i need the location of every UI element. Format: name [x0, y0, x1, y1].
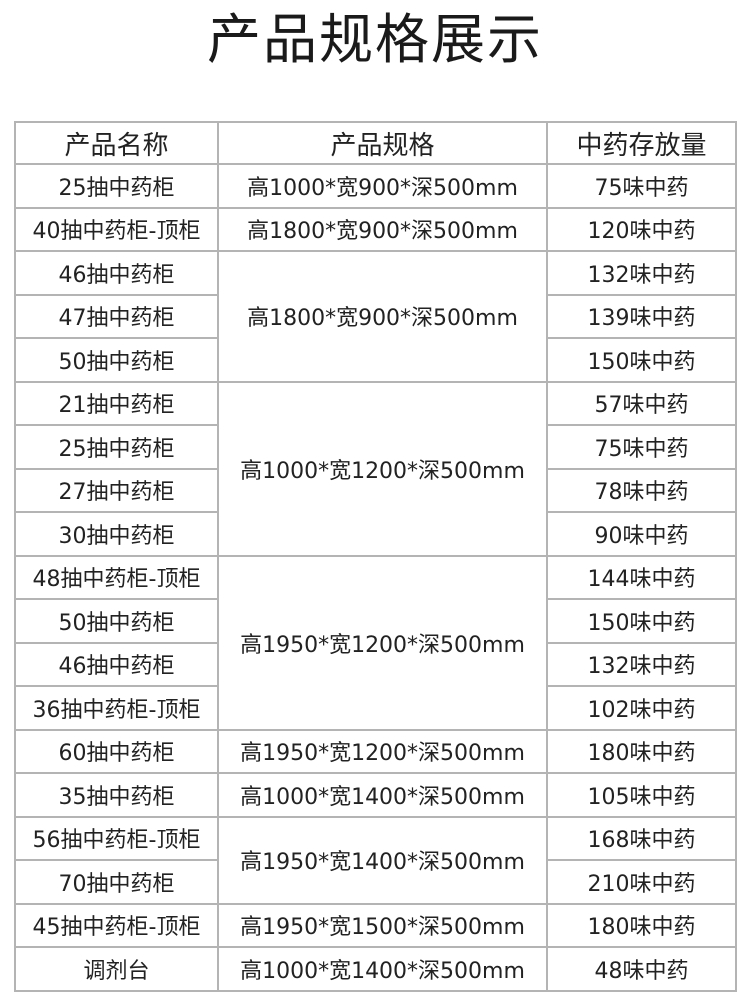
product-name-cell: 50抽中药柜 [14, 337, 219, 383]
capacity-cell: 75味中药 [546, 424, 737, 470]
product-name-cell: 60抽中药柜 [14, 728, 219, 774]
capacity-cell: 150味中药 [546, 598, 737, 644]
product-name-cell: 50抽中药柜 [14, 598, 219, 644]
capacity-cell: 132味中药 [546, 250, 737, 296]
spec-table: 产品名称 产品规格 中药存放量 25抽中药柜 高1000*宽900*深500mm 7… [14, 121, 737, 992]
table-row: 70抽中药柜 210味中药 [14, 859, 737, 905]
capacity-cell: 150味中药 [546, 337, 737, 383]
table-row: 25抽中药柜 75味中药 [14, 424, 737, 470]
product-spec-cell: 高1950*宽1500*深500mm [217, 902, 548, 948]
product-name-cell: 40抽中药柜-顶柜 [14, 206, 219, 252]
capacity-cell: 90味中药 [546, 511, 737, 557]
table-row: 56抽中药柜-顶柜 高1950*宽1400*深500mm 168味中药 [14, 815, 737, 905]
table-row: 47抽中药柜 139味中药 [14, 293, 737, 339]
product-name-cell: 21抽中药柜 [14, 380, 219, 426]
table-row: 46抽中药柜 高1800*宽900*深500mm 132味中药 [14, 250, 737, 383]
table-row: 40抽中药柜-顶柜 高1800*宽900*深500mm 120味中药 [14, 206, 737, 252]
page-title: 产品规格展示 [207, 8, 543, 71]
product-name-cell: 46抽中药柜 [14, 250, 219, 296]
product-spec-cell: 高1950*宽1400*深500mm [217, 815, 548, 905]
product-name-cell: 48抽中药柜-顶柜 [14, 554, 219, 600]
capacity-cell: 75味中药 [546, 163, 737, 209]
product-spec-cell: 高1800*宽900*深500mm [217, 206, 548, 252]
capacity-cell: 57味中药 [546, 380, 737, 426]
table-row: 50抽中药柜 150味中药 [14, 598, 737, 644]
table-row: 27抽中药柜 78味中药 [14, 467, 737, 513]
capacity-cell: 120味中药 [546, 206, 737, 252]
capacity-cell: 78味中药 [546, 467, 737, 513]
table-row: 21抽中药柜 高1000*宽1200*深500mm 57味中药 [14, 380, 737, 557]
table-row: 25抽中药柜 高1000*宽900*深500mm 75味中药 [14, 163, 737, 209]
table-row: 45抽中药柜-顶柜 高1950*宽1500*深500mm 180味中药 [14, 902, 737, 948]
product-name-cell: 调剂台 [14, 946, 219, 992]
capacity-cell: 210味中药 [546, 859, 737, 905]
product-spec-cell: 高1000*宽1200*深500mm [217, 380, 548, 557]
product-name-cell: 46抽中药柜 [14, 641, 219, 687]
table-row: 60抽中药柜 高1950*宽1200*深500mm 180味中药 [14, 728, 737, 774]
product-name-cell: 25抽中药柜 [14, 163, 219, 209]
product-spec-cell: 高1950*宽1200*深500mm [217, 554, 548, 731]
table-row: 36抽中药柜-顶柜 102味中药 [14, 685, 737, 731]
capacity-cell: 180味中药 [546, 902, 737, 948]
table-row: 35抽中药柜 高1000*宽1400*深500mm 105味中药 [14, 772, 737, 818]
product-name-cell: 70抽中药柜 [14, 859, 219, 905]
product-name-cell: 30抽中药柜 [14, 511, 219, 557]
table-row: 50抽中药柜 150味中药 [14, 337, 737, 383]
capacity-cell: 48味中药 [546, 946, 737, 992]
capacity-cell: 168味中药 [546, 815, 737, 861]
table-row: 30抽中药柜 90味中药 [14, 511, 737, 557]
header-row: 产品名称 产品规格 中药存放量 [14, 121, 737, 165]
capacity-cell: 132味中药 [546, 641, 737, 687]
product-spec-cell: 高1800*宽900*深500mm [217, 250, 548, 383]
product-name-cell: 27抽中药柜 [14, 467, 219, 513]
product-spec-cell: 高1950*宽1200*深500mm [217, 728, 548, 774]
product-name-cell: 36抽中药柜-顶柜 [14, 685, 219, 731]
capacity-cell: 102味中药 [546, 685, 737, 731]
product-name-cell: 45抽中药柜-顶柜 [14, 902, 219, 948]
capacity-cell: 139味中药 [546, 293, 737, 339]
table-row: 调剂台 高1000*宽1400*深500mm 48味中药 [14, 946, 737, 992]
product-name-cell: 47抽中药柜 [14, 293, 219, 339]
capacity-cell: 144味中药 [546, 554, 737, 600]
product-name-cell: 35抽中药柜 [14, 772, 219, 818]
capacity-cell: 105味中药 [546, 772, 737, 818]
product-spec-cell: 高1000*宽900*深500mm [217, 163, 548, 209]
header-spec: 产品规格 [217, 121, 548, 165]
header-name: 产品名称 [14, 121, 219, 165]
product-name-cell: 25抽中药柜 [14, 424, 219, 470]
product-spec-cell: 高1000*宽1400*深500mm [217, 772, 548, 818]
product-spec-cell: 高1000*宽1400*深500mm [217, 946, 548, 992]
product-name-cell: 56抽中药柜-顶柜 [14, 815, 219, 861]
table-row: 46抽中药柜 132味中药 [14, 641, 737, 687]
capacity-cell: 180味中药 [546, 728, 737, 774]
table-row: 48抽中药柜-顶柜 高1950*宽1200*深500mm 144味中药 [14, 554, 737, 731]
header-capacity: 中药存放量 [546, 121, 737, 165]
